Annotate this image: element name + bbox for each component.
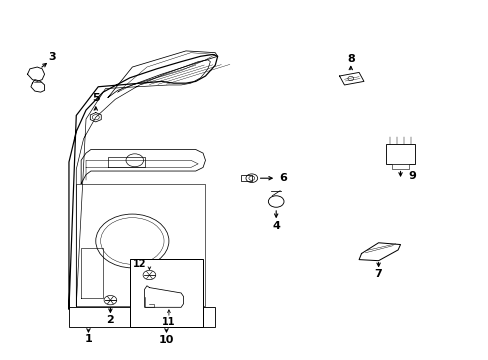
Text: 8: 8 (346, 54, 354, 64)
Text: 11: 11 (162, 318, 175, 327)
Text: 3: 3 (48, 52, 56, 62)
Text: 10: 10 (159, 335, 174, 345)
Bar (69, 307, 215, 327)
Text: 6: 6 (279, 173, 287, 183)
Text: 5: 5 (92, 93, 100, 103)
Bar (385, 144, 414, 164)
Bar (391, 163, 408, 168)
Text: 9: 9 (408, 171, 416, 181)
Text: 7: 7 (374, 269, 382, 279)
Text: 2: 2 (106, 315, 114, 325)
Bar (130, 259, 203, 327)
Text: 4: 4 (272, 221, 280, 231)
Text: 1: 1 (84, 334, 92, 344)
Bar (241, 175, 251, 181)
Text: 12: 12 (133, 259, 146, 269)
